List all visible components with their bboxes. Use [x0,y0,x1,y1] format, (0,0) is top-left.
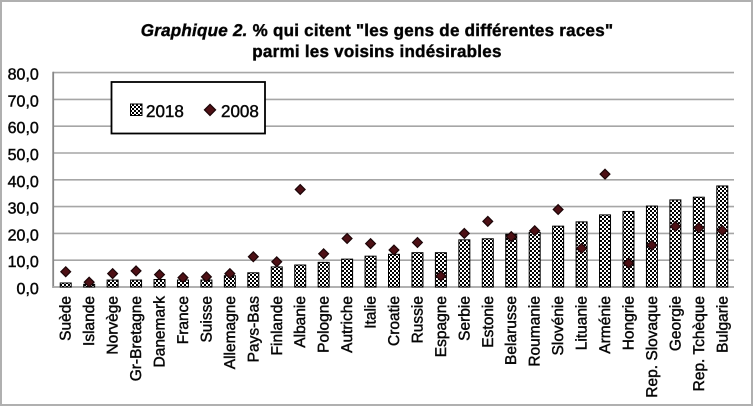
svg-text:Suisse: Suisse [198,296,215,343]
svg-text:Norvège: Norvège [105,296,122,355]
svg-text:France: France [175,296,192,344]
svg-text:40,0: 40,0 [8,174,39,191]
svg-text:Danemark: Danemark [152,296,169,368]
svg-text:Albanie: Albanie [292,296,309,348]
svg-text:Gr-Bretagne: Gr-Bretagne [128,296,145,381]
svg-text:Suède: Suède [58,296,75,341]
svg-text:Rep. Tchèque: Rep. Tchèque [691,296,708,391]
svg-text:Estonie: Estonie [480,296,497,348]
svg-text:Finlande: Finlande [269,296,286,355]
svg-text:Lituanie: Lituanie [574,296,591,350]
svg-text:Croatie: Croatie [386,296,403,346]
svg-text:30,0: 30,0 [8,201,39,218]
svg-text:50,0: 50,0 [8,147,39,164]
svg-text:Rep. Slovaque: Rep. Slovaque [644,296,661,398]
svg-text:Espagne: Espagne [433,296,450,357]
svg-text:Roumanie: Roumanie [527,296,544,367]
svg-text:Georgie: Georgie [667,296,684,351]
svg-text:Hongrie: Hongrie [620,296,637,350]
svg-text:Russie: Russie [409,296,426,343]
svg-text:2018: 2018 [146,102,184,121]
svg-text:10,0: 10,0 [8,254,39,271]
svg-text:70,0: 70,0 [8,93,39,110]
svg-text:Pays-Bas: Pays-Bas [245,296,262,363]
svg-text:Pologne: Pologne [316,296,333,353]
svg-text:Slovénie: Slovénie [550,296,567,355]
svg-text:Italie: Italie [363,296,380,329]
svg-text:2008: 2008 [221,102,259,121]
svg-text:Islande: Islande [81,296,98,346]
svg-text:0,0: 0,0 [17,281,39,298]
svg-text:20,0: 20,0 [8,227,39,244]
svg-text:Autriche: Autriche [339,296,356,353]
svg-text:60,0: 60,0 [8,120,39,137]
svg-text:80,0: 80,0 [8,67,39,84]
svg-text:Bulgarie: Bulgarie [714,296,731,353]
svg-text:Serbie: Serbie [456,296,473,341]
svg-text:Allemagne: Allemagne [222,296,239,369]
svg-text:Belarusse: Belarusse [503,296,520,365]
svg-text:Arménie: Arménie [597,296,614,354]
